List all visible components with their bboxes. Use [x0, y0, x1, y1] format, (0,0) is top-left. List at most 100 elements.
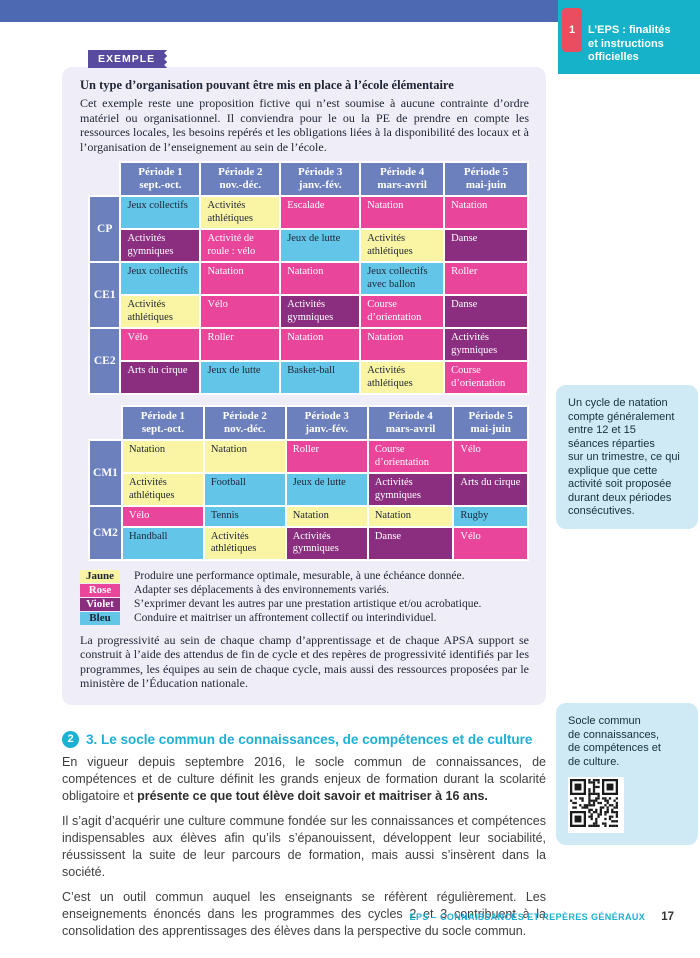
- legend-swatch: Violet: [80, 597, 120, 611]
- period-header: Période 4 mars-avril: [359, 161, 446, 197]
- activity-cell: Activités gymniques: [443, 327, 529, 362]
- activity-cell: Activités athlétiques: [120, 472, 205, 507]
- period-header: Période 4 mars-avril: [366, 405, 455, 441]
- chapter-header: 1 L’EPS : finalités et instructions offi…: [558, 0, 700, 74]
- activity-cell: Roller: [284, 439, 369, 474]
- grade-label: CP: [87, 195, 122, 263]
- activity-cell: Arts du cirque: [452, 472, 529, 507]
- activity-cell: Natation: [202, 439, 287, 474]
- table-row: Activités athlétiques Football Jeux de lut…: [89, 472, 529, 507]
- activity-cell: Natation: [359, 195, 446, 230]
- footer-running-title: EPS – CONNAISSANCES ET REPÈRES GÉNÉRAUX: [409, 912, 646, 922]
- body-paragraph: En vigueur depuis septembre 2016, le soc…: [62, 754, 546, 803]
- section-body: En vigueur depuis septembre 2016, le soc…: [62, 754, 546, 940]
- activity-cell: Vélo: [120, 505, 205, 528]
- activity-cell: Natation: [443, 195, 529, 230]
- page-number: 17: [661, 911, 674, 923]
- section-heading: 2 3. Le socle commun de connaissances, d…: [62, 730, 546, 748]
- activity-cell: Rugby: [452, 505, 529, 528]
- activity-cell: Tennis: [202, 505, 287, 528]
- activity-cell: Arts du cirque: [119, 360, 202, 395]
- legend-swatch: Jaune: [80, 569, 120, 583]
- legend-text: Adapter ses déplacements à des environne…: [134, 583, 390, 596]
- activity-tables: Période 1 sept.-oct. Période 2 nov.-déc. Pér…: [80, 161, 529, 561]
- legend-row: Jaune Produire une performance optimale, …: [80, 569, 529, 583]
- legend-swatch: Bleu: [80, 611, 120, 625]
- activity-cell: Jeux collectifs: [119, 195, 202, 230]
- grade-label: CM1: [88, 439, 123, 507]
- example-intro-paragraph: Cet exemple reste une proposition fictiv…: [80, 96, 529, 154]
- grade-label: CE2: [87, 327, 122, 395]
- legend-text: Conduire et maitriser un affrontement co…: [134, 611, 437, 624]
- table-row: Activités athlétiques Vélo Activités gymni…: [89, 294, 529, 329]
- period-header: Période 3 janv.-fév.: [284, 405, 369, 441]
- legend-text: S’exprimer devant les autres par une pre…: [134, 597, 482, 610]
- activity-cell: Course d’orientation: [366, 439, 455, 474]
- activity-cell: Activités athlétiques: [199, 195, 282, 230]
- chapter-number: 1: [568, 24, 576, 36]
- activity-cell: Danse: [443, 228, 529, 263]
- legend-row: Rose Adapter ses déplacements à des envir…: [80, 583, 529, 597]
- table-row: CE2 Vélo Roller Natation Natation Activités g…: [87, 327, 529, 395]
- activity-cell: Activités gymniques: [279, 294, 362, 329]
- activities-table: Période 1 sept.-oct. Période 2 nov.-déc. Pér…: [88, 405, 529, 561]
- activity-cell: Natation: [199, 261, 282, 296]
- legend-text: Produire une performance optimale, mesur…: [134, 569, 465, 582]
- activity-cell: Roller: [199, 327, 282, 362]
- period-header: Période 2 nov.-déc.: [202, 405, 287, 441]
- activity-cell: Course d’orientation: [359, 294, 446, 329]
- table-row: CP Jeux collectifs Activités athlétiques Es…: [87, 195, 529, 263]
- grade-label: CM2: [88, 505, 123, 561]
- activity-cell: Course d’orientation: [443, 360, 529, 395]
- activity-cell: Activités athlétiques: [359, 228, 446, 263]
- table-row: CM2 Vélo Tennis Natation Natation Rugby: [88, 505, 529, 561]
- main-column: EXEMPLE Un type d’organisation pouvant ê…: [62, 49, 546, 948]
- section-title: 3. Le socle commun de connaissances, de …: [86, 731, 533, 747]
- activity-cell: Natation: [359, 327, 446, 362]
- activity-cell: Activité de roule : vélo: [199, 228, 282, 263]
- activity-cell: Activités athlétiques: [359, 360, 446, 395]
- activity-cell: Activités gymniques: [119, 228, 202, 263]
- activity-cell: Jeux de lutte: [279, 228, 362, 263]
- qr-code-icon: [568, 777, 624, 833]
- period-header: Période 5 mai-juin: [443, 161, 529, 197]
- activity-cell: Jeux de lutte: [284, 472, 369, 507]
- activity-cell: Natation: [120, 439, 205, 474]
- margin-note-natation: Un cycle de natation compte généralement…: [556, 385, 698, 529]
- activity-cell: Vélo: [119, 327, 202, 362]
- activity-cell: Vélo: [452, 439, 529, 474]
- activity-cell: Activités gymniques: [366, 472, 455, 507]
- grade-label: CE1: [87, 261, 122, 329]
- table-row: Handball Activités athlétiques Activités g…: [89, 525, 529, 561]
- table-row: CM1 Natation Natation Roller Course d’orient…: [88, 439, 529, 507]
- example-box: Un type d’organisation pouvant être mis …: [62, 67, 546, 705]
- margin-note-socle-text: Socle commun de connaissances, de compét…: [568, 715, 661, 768]
- table-corner-cell: [89, 162, 121, 196]
- activities-table: Période 1 sept.-oct. Période 2 nov.-déc. Pér…: [87, 161, 529, 395]
- example-heading: Un type d’organisation pouvant être mis …: [80, 78, 454, 92]
- activity-cell: Basket-ball: [279, 360, 362, 395]
- table-corner-cell: [89, 406, 122, 440]
- table-row: CE1 Jeux collectifs Natation Natation Jeux c…: [87, 261, 529, 329]
- activity-cell: Activités athlétiques: [202, 525, 287, 561]
- margin-note-socle: Socle commun de connaissances, de compét…: [556, 703, 698, 845]
- activity-cell: Natation: [279, 261, 362, 296]
- top-bar: [0, 0, 558, 22]
- chapter-number-tab: 1: [562, 8, 582, 52]
- color-legend: Jaune Produire une performance optimale, …: [80, 569, 529, 625]
- period-header: Période 1 sept.-oct.: [119, 161, 202, 197]
- legend-swatch: Rose: [80, 583, 120, 597]
- activity-cell: Jeux collectifs avec ballon: [359, 261, 446, 296]
- activity-cell: Activités athlétiques: [119, 294, 202, 329]
- activity-cell: Activités gymniques: [284, 525, 369, 561]
- activity-cell: Natation: [279, 327, 362, 362]
- activity-cell: Jeux de lutte: [199, 360, 282, 395]
- example-badge: EXEMPLE: [88, 50, 167, 68]
- body-paragraph: Il s’agit d’acquérir une culture commune…: [62, 813, 546, 879]
- period-header: Période 2 nov.-déc.: [199, 161, 282, 197]
- page-footer: EPS – CONNAISSANCES ET REPÈRES GÉNÉRAUX …: [62, 911, 674, 923]
- body-paragraph: C’est un outil commun auquel les enseign…: [62, 889, 546, 938]
- activity-cell: Danse: [366, 525, 455, 561]
- table-row: Activités gymniques Activité de roule : v…: [89, 228, 529, 263]
- section-number-badge: 2: [62, 730, 79, 748]
